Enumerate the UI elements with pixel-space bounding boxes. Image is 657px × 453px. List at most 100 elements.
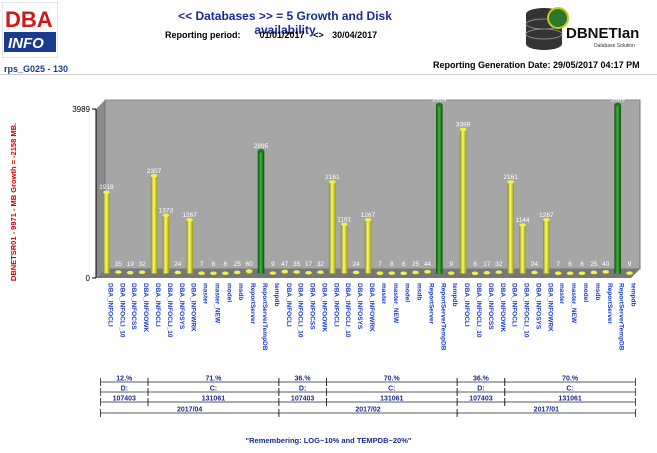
bar-cap — [233, 270, 241, 275]
bar-value-label: 1373 — [159, 207, 174, 214]
bar-value-label: 1918 — [99, 184, 114, 191]
x-tick-label: DBA_INFOCLI_10 — [118, 283, 125, 338]
bar — [388, 271, 396, 275]
bar-value-label: 1144 — [516, 217, 530, 224]
bar-value-label: 7 — [556, 261, 560, 268]
bar-value-label: 6 — [580, 261, 584, 268]
bar — [186, 218, 193, 274]
bar-value-label: 2161 — [325, 174, 340, 181]
bar-cap — [471, 271, 479, 276]
bar-cap — [483, 270, 491, 275]
period-end: 30/04/2017 — [332, 30, 378, 40]
x-tick-label: ReportServerTempDB — [439, 283, 446, 351]
x-tick-label: master — [380, 283, 387, 305]
bar-cap — [566, 271, 574, 276]
disk-percent: 36.% — [473, 376, 490, 383]
bar — [162, 213, 170, 274]
bar — [471, 271, 479, 276]
bar — [459, 127, 467, 274]
bar — [519, 223, 526, 274]
bar-value-label: 7 — [200, 261, 204, 268]
bar-body — [103, 192, 110, 274]
bar-value-label: 6 — [224, 261, 228, 268]
y-tick-label: 0 — [86, 274, 91, 283]
bar-cap — [626, 271, 633, 275]
x-tick-label: tempdb — [273, 283, 280, 307]
bar — [198, 271, 205, 276]
group-period: 2017/04 — [177, 407, 202, 414]
bar-value-label: 24 — [352, 261, 360, 268]
bar-cap — [447, 271, 455, 275]
bar-cap — [317, 270, 324, 274]
bar — [554, 271, 562, 276]
disk-percent: 70.% — [384, 376, 401, 383]
bar-cap — [578, 271, 586, 276]
plot-area — [104, 99, 641, 270]
bar — [281, 269, 289, 274]
bar-value-label: 3989 — [610, 97, 625, 104]
bar-cap — [412, 270, 419, 275]
bar-value-label: 25 — [412, 261, 420, 268]
bar — [507, 180, 514, 274]
bar-value-label: 2895 — [254, 143, 269, 150]
reporting-period: Reporting period: 01/01/2017 <> 30/04/20… — [165, 30, 377, 40]
x-tick-label: msdb — [237, 283, 244, 300]
bar-cap — [340, 222, 348, 227]
bar-cap — [543, 218, 550, 222]
bar — [340, 222, 348, 274]
bar — [543, 218, 550, 274]
bar — [317, 270, 324, 274]
x-tick-label: DBA_INFOCLI_10 — [166, 283, 173, 338]
logo-text-bottom: INFO — [8, 35, 44, 52]
x-tick-label: msdb — [416, 283, 423, 300]
x-tick-label: master — [202, 283, 209, 305]
bar — [126, 270, 134, 275]
bar-cap — [174, 270, 182, 275]
bar-cap — [590, 270, 598, 275]
bar-body — [519, 225, 526, 274]
x-tick-label: master_NEW — [213, 283, 220, 324]
disk-drive: D: — [477, 386, 484, 393]
bar-body — [162, 215, 170, 274]
bar-value-label: 32 — [317, 261, 325, 268]
x-tick-label: tempdb — [630, 283, 637, 307]
bar-value-label: 40 — [602, 261, 610, 268]
disk-percent: 36.% — [295, 376, 312, 383]
disk-percent: 12.% — [116, 376, 133, 383]
bar-value-label: 44 — [424, 261, 432, 268]
x-tick-label: DBA_INFOSYS — [534, 283, 541, 330]
x-tick-label: DBA_INFOCLI_10 — [475, 283, 482, 338]
bar-value-label: 3399 — [456, 121, 471, 128]
header-divider — [0, 74, 657, 75]
dbainfo-logo: DBA INFO — [2, 2, 58, 58]
bar — [400, 271, 407, 276]
bar-cap — [388, 271, 396, 275]
period-label: Reporting period: — [165, 30, 241, 40]
bar — [269, 271, 277, 275]
x-tick-label: DBA_INFOCLI_10 — [297, 283, 304, 338]
x-tick-label: DBA_INFOCLI — [332, 283, 339, 327]
bar — [626, 271, 633, 275]
dbnetian-brand-logo: DBNETIan Database Solution — [525, 7, 639, 50]
brand-name: DBNETIan — [566, 25, 639, 42]
bar-value-label: 9 — [449, 261, 453, 268]
bar — [222, 271, 229, 276]
disk-size: 107403 — [469, 396, 492, 403]
x-tick-label: master_NEW — [392, 283, 399, 324]
x-tick-label: ReportServer — [249, 283, 256, 325]
disk-drive: C: — [210, 386, 217, 393]
x-tick-label: ReportServerTempDB — [261, 283, 268, 351]
x-tick-label: DBA_INFOWRK — [368, 283, 375, 332]
bar-value-label: 6 — [402, 261, 406, 268]
generation-date: Reporting Generation Date: 29/05/2017 04… — [433, 60, 640, 70]
bar — [210, 271, 217, 276]
bar-value-label: 1267 — [539, 212, 554, 219]
x-tick-label: DBA_INFOOWK — [320, 283, 327, 332]
bar-value-label: 6 — [473, 261, 477, 268]
bar-cap — [364, 218, 372, 222]
bar-cap — [222, 271, 229, 276]
footer-note: "Remembering: LOG~10% and TEMPDB~20%" — [245, 436, 412, 445]
database-icon — [525, 7, 569, 50]
bar-cap — [126, 270, 134, 275]
bar-value-label: 17 — [483, 261, 491, 268]
